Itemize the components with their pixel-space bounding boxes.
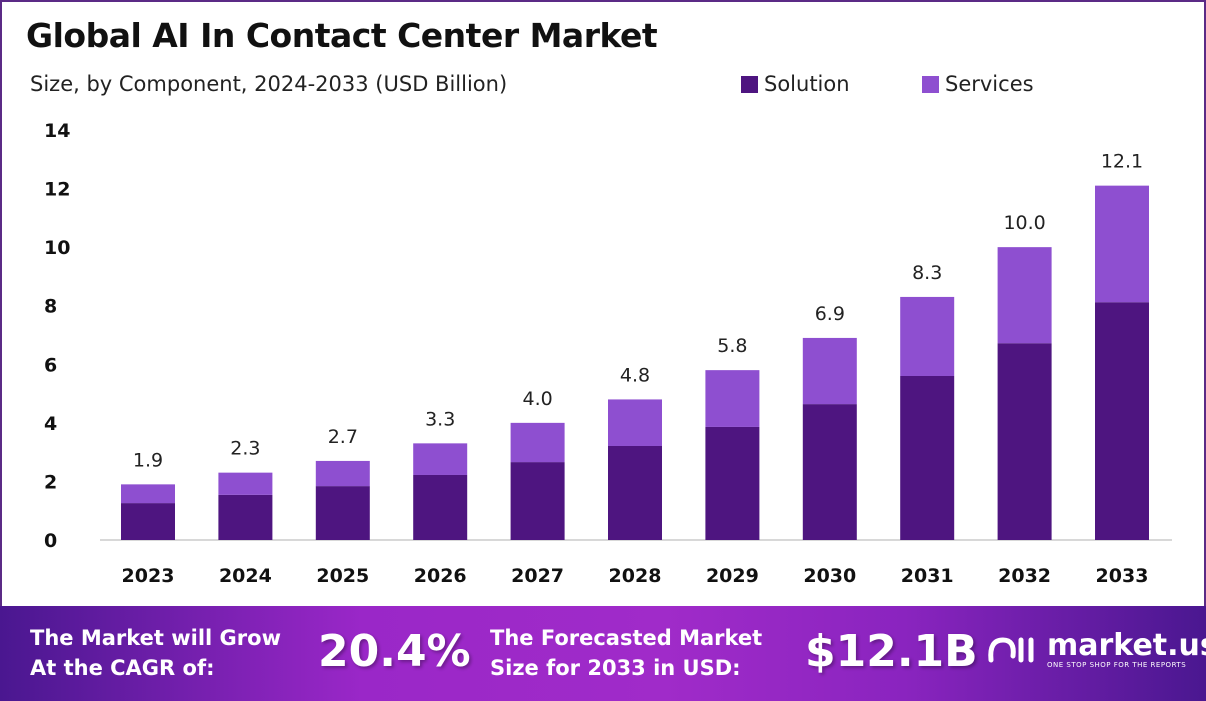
bar-solution-2033: [1095, 302, 1149, 540]
legend-item-services: Services: [922, 72, 1034, 96]
legend-swatch-solution: [741, 75, 758, 93]
legend-label-services: Services: [945, 72, 1034, 96]
bar-services-2031: [900, 296, 955, 376]
forecast-label-line1: The Forecasted Market: [490, 626, 763, 650]
x-tick-label: 2026: [414, 565, 467, 587]
x-tick-label: 2030: [803, 565, 856, 587]
data-label-total: 5.8: [717, 335, 747, 357]
bar-services-2028: [608, 399, 662, 446]
bar-solution-2026: [413, 474, 468, 540]
x-tick-label: 2029: [706, 565, 759, 587]
data-label-total: 8.3: [912, 262, 942, 284]
y-tick-label: 14: [44, 120, 70, 142]
bar-solution-2023: [121, 503, 175, 540]
bar-services-2029: [705, 370, 760, 427]
cagr-label-line1: The Market will Grow: [30, 626, 281, 650]
data-label-total: 10.0: [1003, 212, 1045, 234]
data-label-total: 3.3: [425, 408, 455, 430]
x-tick-label: 2023: [122, 565, 175, 587]
logo-tagline: ONE STOP SHOP FOR THE REPORTS: [1047, 661, 1187, 669]
chart-subtitle: Size, by Component, 2024-2033 (USD Billi…: [30, 72, 508, 96]
x-tick-label: 2031: [901, 565, 954, 587]
y-tick-label: 2: [44, 471, 57, 493]
bar-services-2027: [510, 422, 565, 463]
bar-solution-2029: [705, 426, 760, 540]
bar-solution-2024: [218, 494, 273, 540]
cagr-label-line2: At the CAGR of:: [30, 656, 215, 680]
bar-services-2024: [218, 472, 273, 495]
logo-mark-icon: [988, 637, 1034, 663]
market-us-logo: market.us ONE STOP SHOP FOR THE REPORTS: [985, 630, 1206, 670]
data-label-total: 6.9: [815, 303, 845, 325]
y-tick-label: 10: [44, 237, 70, 259]
x-tick-label: 2027: [511, 565, 564, 587]
legend-swatch-services: [922, 75, 939, 93]
y-tick-label: 12: [44, 179, 70, 201]
y-tick-label: 6: [44, 354, 57, 376]
forecast-value: $12.1B: [805, 626, 978, 677]
x-tick-label: 2024: [219, 565, 272, 587]
data-label-total: 4.8: [620, 364, 650, 386]
bar-solution-2025: [315, 486, 370, 540]
legend-item-solution: Solution: [741, 72, 850, 96]
y-tick-label: 0: [44, 530, 57, 552]
bar-services-2025: [315, 460, 370, 487]
data-label-total: 2.7: [328, 426, 358, 448]
bar-solution-2028: [608, 445, 662, 540]
logo-name: market.us: [1047, 628, 1206, 663]
y-tick-label: 4: [44, 413, 57, 435]
chart-title: Global AI In Contact Center Market: [26, 16, 658, 55]
bar-solution-2032: [997, 343, 1052, 540]
bar-services-2023: [121, 484, 175, 504]
x-tick-label: 2032: [998, 565, 1051, 587]
bar-solution-2031: [900, 376, 955, 540]
data-label-total: 12.1: [1101, 151, 1143, 173]
x-tick-label: 2025: [316, 565, 369, 587]
legend-label-solution: Solution: [764, 72, 850, 96]
data-label-total: 4.0: [522, 388, 552, 410]
bar-solution-2030: [802, 404, 857, 540]
bar-services-2030: [802, 337, 857, 405]
bar-solution-2027: [510, 462, 565, 540]
bar-services-2033: [1095, 185, 1149, 303]
bar-services-2026: [413, 443, 468, 475]
bar-services-2032: [997, 247, 1052, 344]
data-label-total: 1.9: [133, 449, 163, 471]
x-tick-label: 2033: [1096, 565, 1149, 587]
y-tick-label: 8: [44, 296, 57, 318]
footer-banner: The Market will Grow At the CAGR of: 20.…: [0, 606, 1206, 701]
data-label-total: 2.3: [230, 438, 260, 460]
x-tick-label: 2028: [609, 565, 662, 587]
forecast-label-line2: Size for 2033 in USD:: [490, 656, 741, 680]
cagr-value: 20.4%: [318, 626, 471, 677]
chart-plot: 0 2 4 6 8 10 12 14 1.9 2023 2.3 2024 2.7 2025 3.3 2026 4…: [44, 120, 1172, 587]
